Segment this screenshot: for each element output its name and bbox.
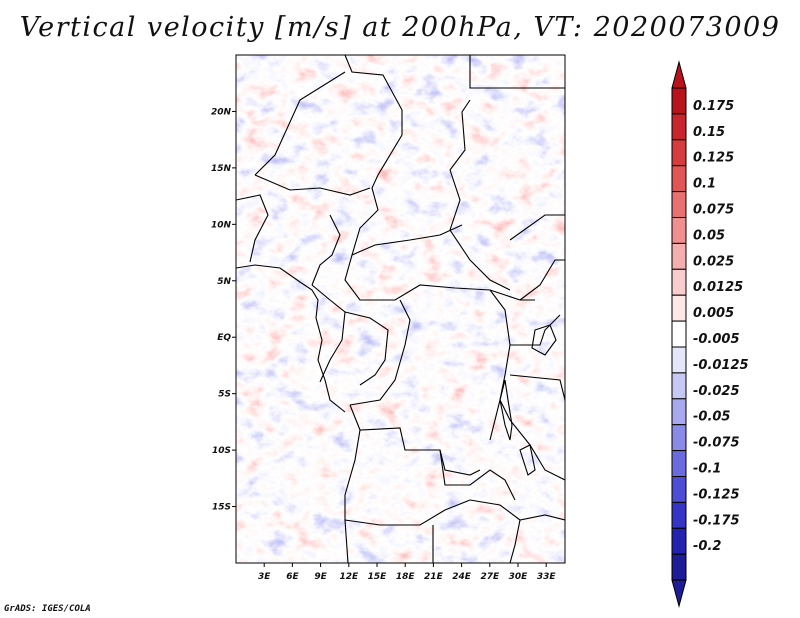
y-tick-label: 20N xyxy=(211,107,232,117)
colorbar-segment xyxy=(671,527,687,555)
y-axis: 20N 15N 10N 5N EQ 5S 10S 15S xyxy=(211,107,236,513)
border-line xyxy=(344,429,361,563)
border-line xyxy=(489,289,511,441)
x-tick-label: 30E xyxy=(509,572,529,582)
colorbar-label: 0.175 xyxy=(693,99,734,114)
velocity-field xyxy=(236,55,565,563)
colorbar-segment xyxy=(671,553,687,581)
x-tick-label: 27E xyxy=(480,572,500,582)
colorbar-segment xyxy=(671,320,687,348)
colorbar-label: -0.075 xyxy=(693,436,740,451)
border-line xyxy=(344,55,403,135)
x-tick-label: 6E xyxy=(286,572,299,582)
colorbar-top-triangle xyxy=(671,60,687,89)
colorbar-segment xyxy=(671,398,687,426)
colorbar-segment xyxy=(671,372,687,400)
colorbar-segment xyxy=(671,294,687,322)
x-tick-label: 12E xyxy=(339,572,359,582)
colorbar: 0.175 0.15 0.125 0.1 0.075 0.05 0.025 0.0125 0.0… xyxy=(671,60,749,609)
colorbar-segment xyxy=(671,87,687,115)
x-tick-label: 33E xyxy=(537,572,557,582)
colorbar-label: -0.025 xyxy=(693,384,740,399)
colorbar-label: -0.2 xyxy=(693,539,721,554)
colorbar-segment xyxy=(671,268,687,296)
border-line xyxy=(254,174,371,196)
x-tick-label: 18E xyxy=(396,572,416,582)
x-axis: 3E 6E 9E 12E 15E 18E 21E 24E 27E 30E 33E xyxy=(258,563,556,582)
border-line xyxy=(349,299,411,406)
x-tick-label: 3E xyxy=(258,572,271,582)
border-line xyxy=(509,519,521,563)
colorbar-bottom-triangle xyxy=(671,579,687,609)
border-line xyxy=(510,314,561,346)
colorbar-segment xyxy=(671,139,687,167)
colorbar-label: -0.0125 xyxy=(693,358,749,373)
border-line xyxy=(311,214,341,286)
border-line xyxy=(439,449,516,501)
colorbar-label: -0.05 xyxy=(693,410,730,425)
colorbar-segment xyxy=(671,165,687,193)
colorbar-segment xyxy=(671,113,687,141)
y-tick-label: 15N xyxy=(211,164,232,174)
colorbar-label: 0.075 xyxy=(693,203,734,218)
colorbar-label: -0.005 xyxy=(693,332,740,347)
x-tick-label: 21E xyxy=(424,572,444,582)
y-tick-label: EQ xyxy=(217,333,231,343)
y-tick-label: 10N xyxy=(211,220,232,230)
colorbar-label: 0.0125 xyxy=(693,280,743,295)
lake-outline xyxy=(499,379,513,441)
colorbar-segment xyxy=(671,217,687,244)
map-title: Vertical velocity [m/s] at 200hPa, VT: 2… xyxy=(19,12,781,43)
coastline xyxy=(236,264,346,413)
colorbar-segment xyxy=(671,242,687,270)
colorbar-label: 0.025 xyxy=(693,254,734,269)
colorbar-label: -0.1 xyxy=(693,462,721,477)
border-line xyxy=(344,254,535,301)
lake-outline xyxy=(531,324,557,356)
colorbar-label: 0.05 xyxy=(693,228,725,243)
colorbar-segment xyxy=(671,424,687,452)
border-line xyxy=(509,374,565,401)
colorbar-segment xyxy=(671,501,687,529)
country-borders xyxy=(236,55,565,563)
map-frame xyxy=(235,54,566,564)
colorbar-segment xyxy=(671,346,687,374)
border-line xyxy=(519,259,565,301)
x-tick-label: 15E xyxy=(368,572,388,582)
colorbar-label: 0.1 xyxy=(693,177,716,192)
border-line xyxy=(236,194,269,263)
border-line xyxy=(254,71,346,176)
border-line xyxy=(449,99,511,291)
border-line xyxy=(509,214,565,241)
x-tick-label: 9E xyxy=(314,572,327,582)
border-line xyxy=(351,134,403,256)
colorbar-label: 0.125 xyxy=(693,151,734,166)
colorbar-segment xyxy=(671,476,687,503)
colorbar-label: -0.175 xyxy=(693,513,740,528)
lake-outline xyxy=(519,444,536,476)
colorbar-segment xyxy=(671,450,687,478)
y-tick-label: 10S xyxy=(212,446,231,456)
colorbar-label: 0.15 xyxy=(693,125,725,140)
x-tick-label: 24E xyxy=(452,572,472,582)
grads-credit: GrADS: IGES/COLA xyxy=(4,604,91,614)
border-line xyxy=(351,224,463,256)
colorbar-label: -0.125 xyxy=(693,487,740,502)
border-line xyxy=(344,311,389,386)
y-tick-label: 5N xyxy=(217,277,231,287)
y-tick-label: 5S xyxy=(218,390,231,400)
colorbar-segment xyxy=(671,191,687,219)
colorbar-label: 0.005 xyxy=(693,306,734,321)
border-line xyxy=(469,55,565,89)
border-line xyxy=(311,284,346,383)
y-tick-label: 15S xyxy=(212,503,231,513)
border-line xyxy=(344,499,471,526)
border-line xyxy=(349,404,481,476)
